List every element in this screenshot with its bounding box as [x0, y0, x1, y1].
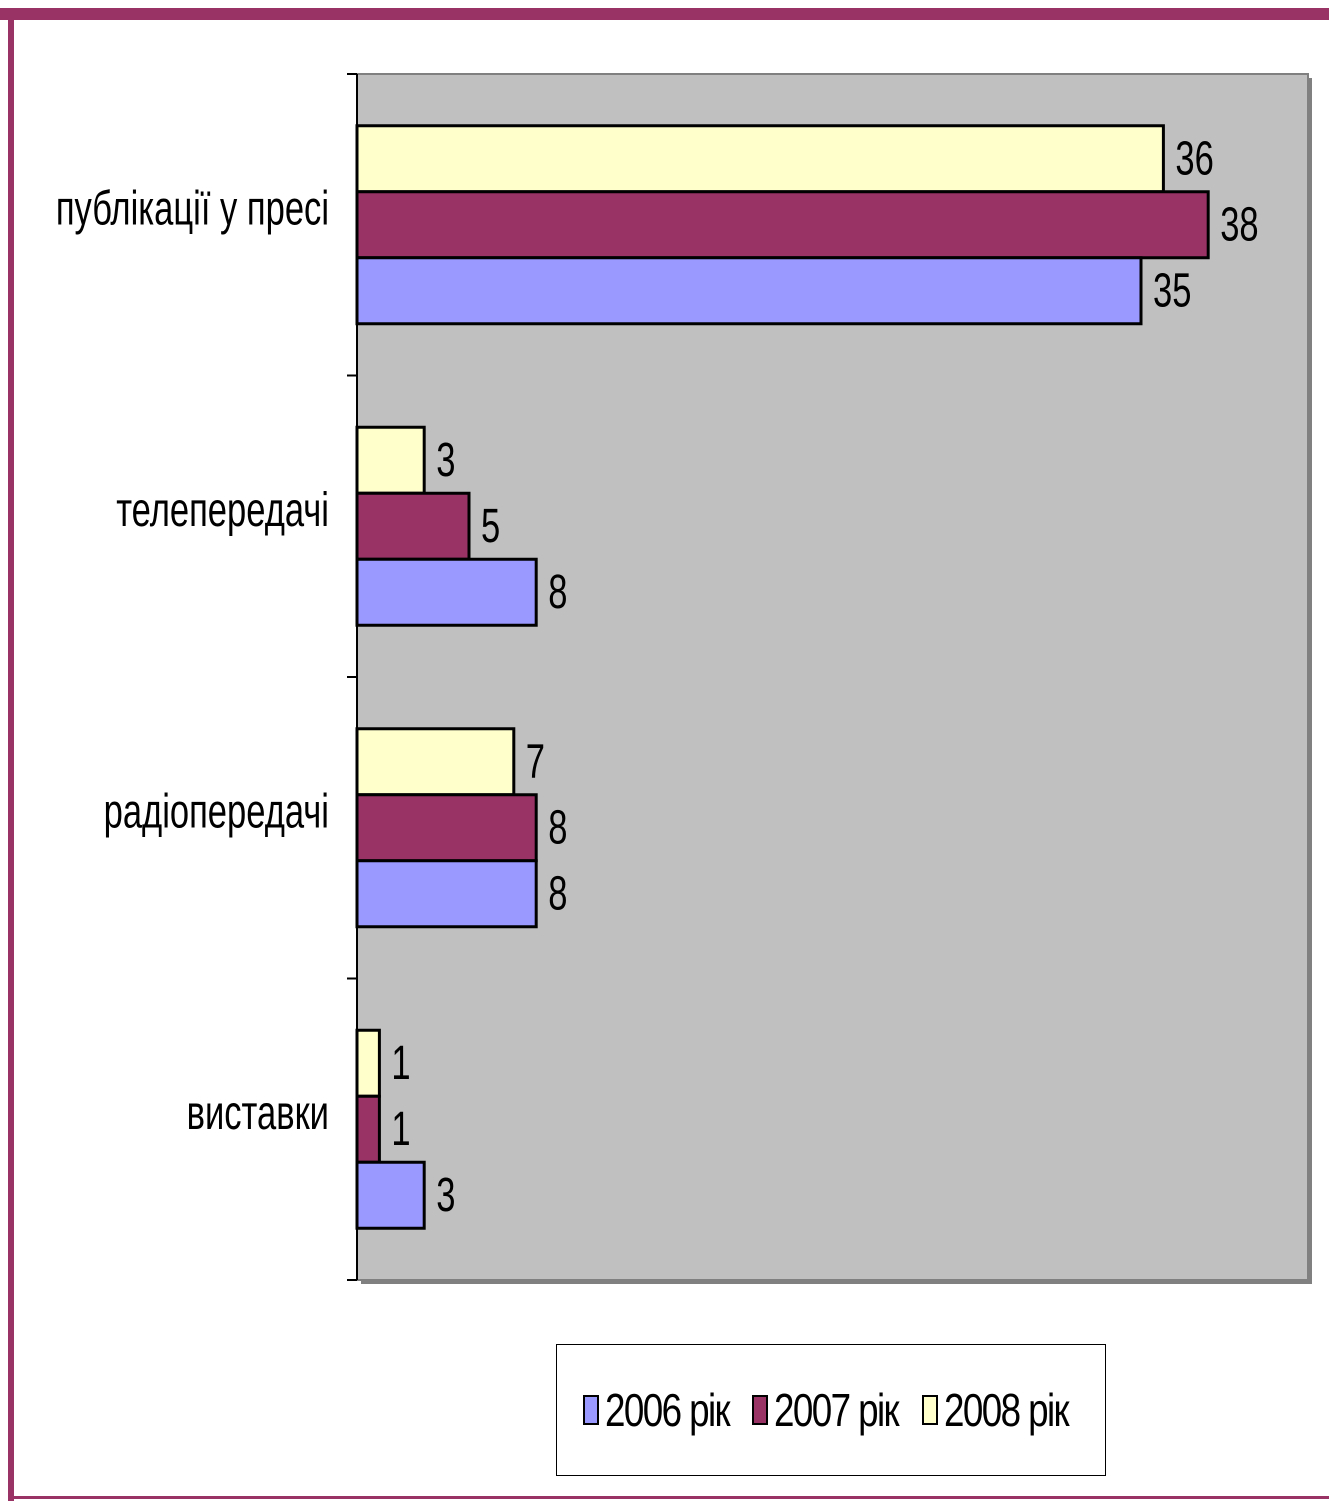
data-label: 7 — [526, 734, 545, 788]
data-label: 38 — [1220, 197, 1258, 251]
data-label: 3 — [436, 433, 455, 487]
data-label: 8 — [548, 565, 567, 619]
bar — [355, 859, 538, 929]
legend-item-2008: 2008 рік — [921, 1383, 1079, 1437]
bar — [355, 425, 426, 495]
chart-legend: 2006 рік 2007 рік 2008 рік — [556, 1344, 1106, 1476]
data-label: 5 — [481, 499, 500, 553]
category-label: телепередачі — [116, 483, 329, 537]
data-label: 8 — [548, 800, 567, 854]
legend-swatch-2007 — [752, 1395, 769, 1425]
bar — [355, 1094, 381, 1164]
bar — [355, 256, 1143, 326]
legend-label-2006: 2006 рік — [605, 1384, 731, 1436]
legend-swatch-2006 — [583, 1395, 600, 1425]
frame-left-border — [8, 8, 14, 1501]
legend-swatch-2008 — [921, 1395, 938, 1425]
data-label: 35 — [1153, 263, 1191, 317]
frame-bottom-border — [8, 1496, 1329, 1499]
category-label: публікації у пресі — [56, 181, 329, 235]
bar — [355, 793, 538, 863]
bar — [355, 1028, 381, 1098]
bar — [355, 491, 471, 561]
legend-label-2007: 2007 рік — [774, 1384, 900, 1436]
category-label: виставки — [187, 1086, 329, 1140]
category-label: радіопередачі — [104, 784, 329, 838]
data-label: 8 — [548, 866, 567, 920]
data-label: 1 — [391, 1102, 410, 1156]
bar — [355, 557, 538, 627]
bar — [355, 727, 516, 797]
legend-item-2006: 2006 рік — [583, 1383, 740, 1437]
data-label: 3 — [436, 1168, 455, 1222]
bar — [355, 1160, 426, 1230]
legend-item-2007: 2007 рік — [752, 1383, 909, 1437]
bar — [355, 190, 1210, 260]
data-label: 1 — [391, 1036, 410, 1090]
bar — [355, 124, 1165, 194]
data-label: 36 — [1175, 131, 1213, 185]
frame-top-border — [0, 8, 1329, 20]
legend-label-2008: 2008 рік — [943, 1384, 1070, 1436]
